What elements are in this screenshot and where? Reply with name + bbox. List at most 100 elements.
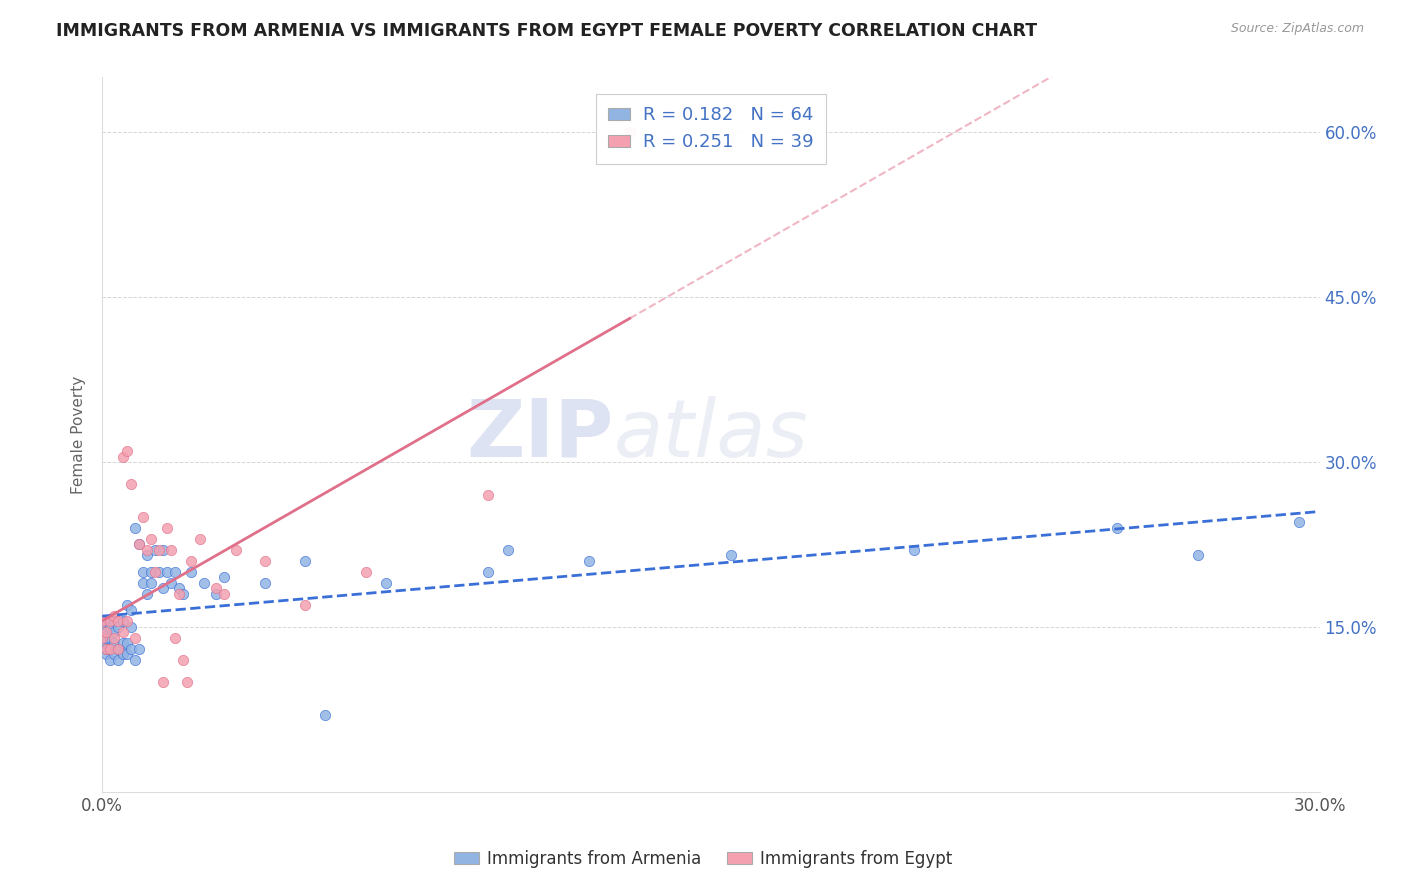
Point: [180, 554, 202, 568]
Text: IMMIGRANTS FROM ARMENIA VS IMMIGRANTS FROM EGYPT FEMALE POVERTY CORRELATION CHAR: IMMIGRANTS FROM ARMENIA VS IMMIGRANTS FR…: [56, 22, 1038, 40]
Point: [120, 641, 142, 656]
Point: [1105, 521, 1128, 535]
Point: [98, 615, 121, 629]
Point: [96, 631, 118, 645]
Point: [477, 488, 499, 502]
Point: [115, 615, 138, 629]
Point: [128, 641, 150, 656]
Point: [111, 648, 134, 662]
Point: [578, 554, 600, 568]
Point: [180, 565, 202, 579]
Point: [103, 636, 125, 650]
Point: [120, 620, 142, 634]
Point: [107, 641, 129, 656]
Point: [156, 521, 179, 535]
Point: [96, 615, 118, 629]
Point: [91, 636, 114, 650]
Point: [115, 598, 138, 612]
Point: [96, 625, 118, 640]
Point: [91, 631, 114, 645]
Point: [212, 587, 235, 601]
Point: [160, 575, 183, 590]
Point: [120, 603, 142, 617]
Point: [165, 631, 187, 645]
Point: [619, 125, 641, 139]
Point: [96, 636, 118, 650]
Point: [253, 575, 276, 590]
Point: [205, 582, 228, 596]
Point: [107, 615, 129, 629]
Point: [135, 587, 157, 601]
Point: [132, 575, 155, 590]
Point: [124, 653, 146, 667]
Point: [143, 565, 166, 579]
Point: [720, 549, 742, 563]
Point: [128, 537, 150, 551]
Point: [294, 554, 316, 568]
Point: [1187, 549, 1209, 563]
Point: [111, 625, 134, 640]
Point: [98, 641, 121, 656]
Point: [91, 620, 114, 634]
Point: [375, 575, 398, 590]
Point: [294, 598, 316, 612]
Point: [132, 510, 155, 524]
Point: [98, 631, 121, 645]
Point: [120, 477, 142, 491]
Point: [124, 631, 146, 645]
Point: [103, 631, 125, 645]
Point: [212, 570, 235, 584]
Point: [193, 575, 215, 590]
Point: [314, 707, 336, 722]
Point: [103, 615, 125, 629]
Point: [107, 620, 129, 634]
Point: [496, 543, 519, 558]
Point: [96, 648, 118, 662]
Point: [103, 648, 125, 662]
Point: [115, 444, 138, 458]
Point: [111, 636, 134, 650]
Point: [96, 641, 118, 656]
Point: [148, 565, 170, 579]
Point: [107, 641, 129, 656]
Point: [115, 636, 138, 650]
Point: [124, 521, 146, 535]
Point: [111, 450, 134, 464]
Point: [96, 641, 118, 656]
Point: [107, 653, 129, 667]
Point: [115, 648, 138, 662]
Point: [169, 582, 191, 596]
Point: [132, 565, 155, 579]
Point: [98, 653, 121, 667]
Point: [128, 537, 150, 551]
Text: Source: ZipAtlas.com: Source: ZipAtlas.com: [1230, 22, 1364, 36]
Point: [152, 674, 174, 689]
Point: [205, 587, 228, 601]
Point: [135, 549, 157, 563]
Point: [152, 582, 174, 596]
Legend: Immigrants from Armenia, Immigrants from Egypt: Immigrants from Armenia, Immigrants from…: [447, 844, 959, 875]
Legend: R = 0.182   N = 64, R = 0.251   N = 39: R = 0.182 N = 64, R = 0.251 N = 39: [596, 94, 825, 164]
Text: ZIP: ZIP: [467, 395, 613, 474]
Point: [103, 608, 125, 623]
Point: [139, 575, 162, 590]
Point: [253, 554, 276, 568]
Point: [111, 615, 134, 629]
Point: [152, 543, 174, 558]
Point: [188, 532, 211, 546]
Point: [160, 543, 183, 558]
Point: [903, 543, 925, 558]
Point: [148, 543, 170, 558]
Point: [172, 587, 194, 601]
Y-axis label: Female Poverty: Female Poverty: [72, 376, 86, 493]
Text: atlas: atlas: [613, 395, 808, 474]
Point: [156, 565, 179, 579]
Point: [135, 543, 157, 558]
Point: [169, 587, 191, 601]
Point: [139, 532, 162, 546]
Point: [172, 653, 194, 667]
Point: [354, 565, 377, 579]
Point: [91, 625, 114, 640]
Point: [1288, 516, 1310, 530]
Point: [139, 565, 162, 579]
